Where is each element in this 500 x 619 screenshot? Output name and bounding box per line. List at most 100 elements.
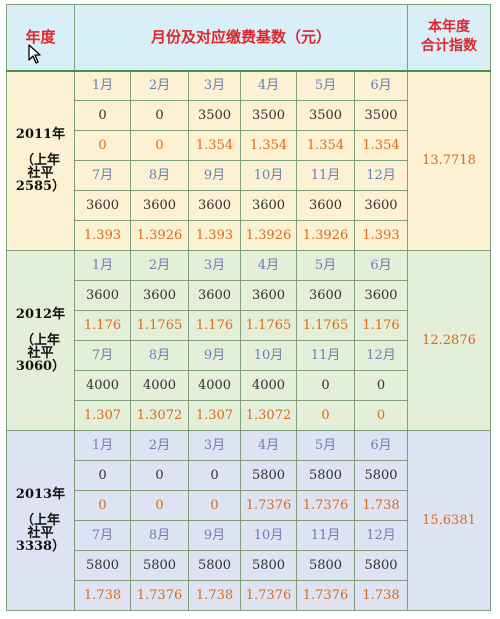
index-cell[interactable]: 1.738: [74, 580, 131, 611]
base-amount-cell[interactable]: 0: [188, 460, 241, 491]
month-cell[interactable]: 10月: [240, 160, 297, 191]
base-amount-cell[interactable]: 0: [130, 100, 189, 131]
base-amount-cell[interactable]: 4000: [240, 370, 297, 401]
index-cell[interactable]: 1.393: [74, 220, 131, 251]
base-amount-cell[interactable]: 4000: [188, 370, 241, 401]
base-amount-cell[interactable]: 4000: [74, 370, 131, 401]
base-amount-cell[interactable]: 3600: [130, 280, 189, 311]
month-cell[interactable]: 4月: [240, 430, 297, 461]
month-cell[interactable]: 2月: [130, 430, 189, 461]
year-cell[interactable]: 2012年 （上年 社平 3060）: [6, 250, 75, 431]
month-cell[interactable]: 2月: [130, 70, 189, 101]
base-amount-cell[interactable]: 5800: [296, 460, 355, 491]
base-amount-cell[interactable]: 5800: [130, 550, 189, 581]
index-cell[interactable]: 1.3926: [130, 220, 189, 251]
index-cell[interactable]: 1.3926: [296, 220, 355, 251]
index-cell[interactable]: 1.393: [188, 220, 241, 251]
month-cell[interactable]: 1月: [74, 70, 131, 101]
index-cell[interactable]: 1.7376: [240, 580, 297, 611]
index-cell[interactable]: 1.738: [188, 580, 241, 611]
month-cell[interactable]: 1月: [74, 430, 131, 461]
month-cell[interactable]: 11月: [296, 520, 355, 551]
base-amount-cell[interactable]: 4000: [130, 370, 189, 401]
base-amount-cell[interactable]: 5800: [354, 550, 408, 581]
index-cell[interactable]: 0: [74, 130, 131, 161]
month-cell[interactable]: 5月: [296, 70, 355, 101]
month-cell[interactable]: 3月: [188, 250, 241, 281]
index-cell[interactable]: 1.1765: [240, 310, 297, 341]
index-cell[interactable]: 1.3072: [240, 400, 297, 431]
index-cell[interactable]: 1.1765: [296, 310, 355, 341]
base-amount-cell[interactable]: 3600: [354, 280, 408, 311]
header-total-cell[interactable]: 本年度 合计指数: [407, 4, 491, 72]
month-cell[interactable]: 7月: [74, 160, 131, 191]
header-year-cell[interactable]: 年度: [6, 4, 75, 72]
base-amount-cell[interactable]: 3600: [188, 190, 241, 221]
base-amount-cell[interactable]: 3600: [188, 280, 241, 311]
month-cell[interactable]: 3月: [188, 430, 241, 461]
base-amount-cell[interactable]: 3500: [240, 100, 297, 131]
month-cell[interactable]: 12月: [354, 520, 408, 551]
month-cell[interactable]: 3月: [188, 70, 241, 101]
base-amount-cell[interactable]: 5800: [354, 460, 408, 491]
month-cell[interactable]: 9月: [188, 160, 241, 191]
base-amount-cell[interactable]: 3600: [354, 190, 408, 221]
year-total-index-cell[interactable]: 13.7718: [407, 70, 491, 251]
base-amount-cell[interactable]: 0: [296, 370, 355, 401]
index-cell[interactable]: 1.7376: [130, 580, 189, 611]
index-cell[interactable]: 1.354: [188, 130, 241, 161]
index-cell[interactable]: 0: [188, 490, 241, 521]
year-total-index-cell[interactable]: 15.6381: [407, 430, 491, 611]
month-cell[interactable]: 7月: [74, 520, 131, 551]
base-amount-cell[interactable]: 5800: [74, 550, 131, 581]
base-amount-cell[interactable]: 3600: [240, 190, 297, 221]
base-amount-cell[interactable]: 3500: [188, 100, 241, 131]
base-amount-cell[interactable]: 3600: [296, 280, 355, 311]
base-amount-cell[interactable]: 5800: [296, 550, 355, 581]
index-cell[interactable]: 1.176: [74, 310, 131, 341]
base-amount-cell[interactable]: 3600: [130, 190, 189, 221]
month-cell[interactable]: 6月: [354, 430, 408, 461]
month-cell[interactable]: 10月: [240, 340, 297, 371]
index-cell[interactable]: 1.7376: [296, 490, 355, 521]
month-cell[interactable]: 6月: [354, 250, 408, 281]
index-cell[interactable]: 0: [130, 130, 189, 161]
index-cell[interactable]: 1.354: [354, 130, 408, 161]
month-cell[interactable]: 4月: [240, 250, 297, 281]
base-amount-cell[interactable]: 3500: [354, 100, 408, 131]
index-cell[interactable]: 0: [296, 400, 355, 431]
base-amount-cell[interactable]: 3500: [296, 100, 355, 131]
month-cell[interactable]: 1月: [74, 250, 131, 281]
index-cell[interactable]: 1.3072: [130, 400, 189, 431]
base-amount-cell[interactable]: 3600: [74, 280, 131, 311]
index-cell[interactable]: 1.176: [188, 310, 241, 341]
base-amount-cell[interactable]: 0: [74, 100, 131, 131]
month-cell[interactable]: 8月: [130, 160, 189, 191]
header-month-base-cell[interactable]: 月份及对应缴费基数（元）: [74, 4, 408, 72]
index-cell[interactable]: 0: [130, 490, 189, 521]
year-total-index-cell[interactable]: 12.2876: [407, 250, 491, 431]
base-amount-cell[interactable]: 5800: [188, 550, 241, 581]
index-cell[interactable]: 1.307: [74, 400, 131, 431]
month-cell[interactable]: 12月: [354, 340, 408, 371]
month-cell[interactable]: 4月: [240, 70, 297, 101]
index-cell[interactable]: 1.354: [296, 130, 355, 161]
base-amount-cell[interactable]: 3600: [296, 190, 355, 221]
base-amount-cell[interactable]: 3600: [240, 280, 297, 311]
index-cell[interactable]: 1.7376: [240, 490, 297, 521]
index-cell[interactable]: 1.307: [188, 400, 241, 431]
month-cell[interactable]: 9月: [188, 520, 241, 551]
index-cell[interactable]: 1.393: [354, 220, 408, 251]
month-cell[interactable]: 8月: [130, 520, 189, 551]
index-cell[interactable]: 1.354: [240, 130, 297, 161]
index-cell[interactable]: 1.738: [354, 490, 408, 521]
month-cell[interactable]: 9月: [188, 340, 241, 371]
base-amount-cell[interactable]: 5800: [240, 460, 297, 491]
index-cell[interactable]: 1.1765: [130, 310, 189, 341]
index-cell[interactable]: 0: [74, 490, 131, 521]
month-cell[interactable]: 2月: [130, 250, 189, 281]
month-cell[interactable]: 6月: [354, 70, 408, 101]
month-cell[interactable]: 5月: [296, 250, 355, 281]
month-cell[interactable]: 11月: [296, 160, 355, 191]
month-cell[interactable]: 11月: [296, 340, 355, 371]
